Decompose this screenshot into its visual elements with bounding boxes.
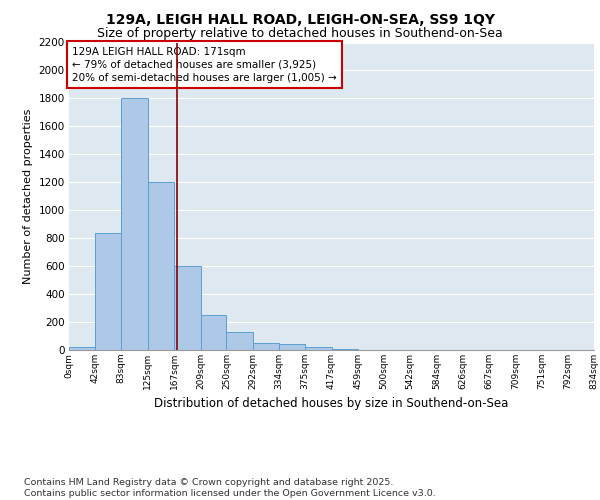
- Bar: [226, 332, 253, 350]
- Bar: [69, 347, 95, 350]
- Bar: [95, 232, 121, 350]
- Text: Size of property relative to detached houses in Southend-on-Sea: Size of property relative to detached ho…: [97, 28, 503, 40]
- Bar: [279, 344, 305, 350]
- Bar: [174, 266, 200, 350]
- Text: 129A LEIGH HALL ROAD: 171sqm
← 79% of detached houses are smaller (3,925)
20% of: 129A LEIGH HALL ROAD: 171sqm ← 79% of de…: [72, 46, 337, 83]
- Text: Contains HM Land Registry data © Crown copyright and database right 2025.
Contai: Contains HM Land Registry data © Crown c…: [24, 478, 436, 498]
- Bar: [305, 347, 331, 350]
- Bar: [121, 98, 148, 350]
- Y-axis label: Number of detached properties: Number of detached properties: [23, 108, 33, 284]
- Bar: [253, 343, 279, 350]
- Bar: [148, 182, 174, 350]
- Bar: [200, 315, 226, 350]
- Text: 129A, LEIGH HALL ROAD, LEIGH-ON-SEA, SS9 1QY: 129A, LEIGH HALL ROAD, LEIGH-ON-SEA, SS9…: [106, 12, 494, 26]
- X-axis label: Distribution of detached houses by size in Southend-on-Sea: Distribution of detached houses by size …: [154, 398, 509, 410]
